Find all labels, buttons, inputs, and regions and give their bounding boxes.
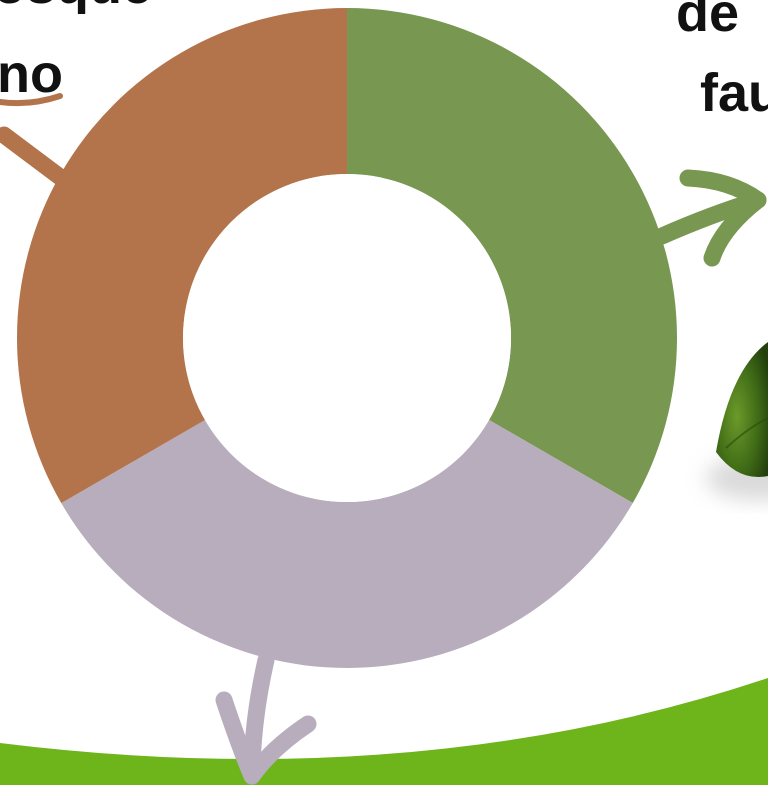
donut-hole	[183, 174, 511, 502]
arrow-bottom	[215, 651, 317, 785]
donut-slice-1	[347, 8, 677, 503]
arrow-top-right	[653, 169, 767, 267]
leaf-image	[706, 342, 768, 500]
label-top-right-line2: fau	[700, 63, 768, 123]
label-top-right-line1: de	[676, 0, 739, 43]
donut-slice-2	[61, 419, 633, 668]
donut-chart	[16, 8, 677, 668]
donut-slice-3	[16, 8, 347, 504]
label-top-left-line2: no	[0, 44, 63, 104]
ground-band	[0, 678, 768, 785]
arrow-top-left	[0, 126, 73, 189]
label-underline	[0, 93, 63, 107]
label-top-left-line1: bosque	[0, 0, 152, 15]
